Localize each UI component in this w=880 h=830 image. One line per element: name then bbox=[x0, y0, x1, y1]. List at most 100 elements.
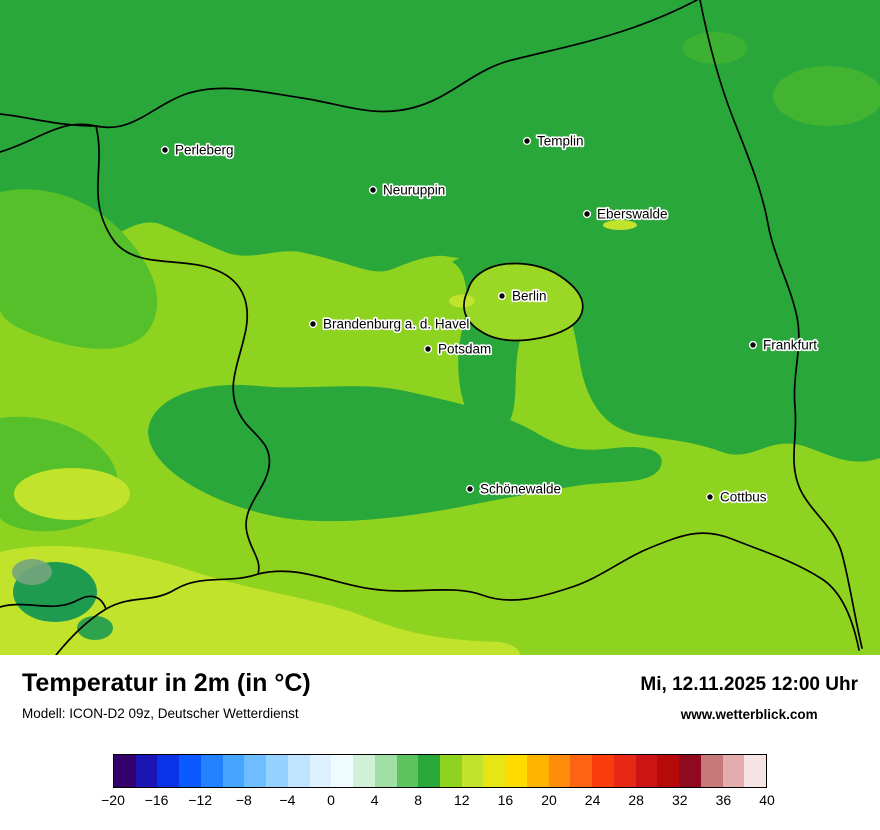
temp-patch-topright-1 bbox=[773, 66, 880, 126]
city-marker-dot bbox=[705, 492, 715, 502]
city-markers: Perleberg Templin Neuruppin Eberswalde Berli… bbox=[160, 132, 819, 506]
legend-segment bbox=[461, 755, 484, 787]
legend-tick-label: 32 bbox=[672, 792, 688, 808]
legend-segment bbox=[396, 755, 419, 787]
legend-tick-label: 16 bbox=[497, 792, 514, 808]
legend-segment bbox=[418, 755, 441, 787]
legend-bar bbox=[113, 754, 767, 788]
border-east-oder bbox=[699, 0, 863, 649]
legend-segment bbox=[266, 755, 288, 787]
temp-region-north bbox=[0, 0, 880, 462]
city-label: Neuruppin bbox=[383, 183, 445, 198]
city-label: Frankfurt bbox=[763, 338, 817, 353]
legend-segment bbox=[744, 755, 767, 787]
city-marker-dot bbox=[465, 484, 475, 494]
legend-tick-label: 28 bbox=[628, 792, 644, 808]
legend-segment bbox=[700, 755, 723, 787]
footer-right: Mi, 12.11.2025 12:00 Uhr www.wetterblick… bbox=[640, 674, 858, 722]
temp-patch-berlin-warm bbox=[449, 294, 475, 308]
border-south bbox=[257, 532, 860, 651]
legend-segment bbox=[222, 755, 245, 787]
temp-patch-topright-2 bbox=[683, 32, 747, 64]
legend-tick-label: 4 bbox=[370, 792, 379, 808]
legend-segment bbox=[331, 755, 354, 787]
legend-tick-label: −16 bbox=[144, 792, 169, 808]
legend-segment bbox=[157, 755, 180, 787]
legend-tick-label: 24 bbox=[584, 792, 601, 808]
border-southwest-a bbox=[55, 573, 259, 655]
temp-patch-gray bbox=[12, 559, 52, 585]
border-top-left-spur bbox=[0, 113, 97, 127]
legend-segment bbox=[244, 755, 267, 787]
city-marker-dot bbox=[748, 340, 758, 350]
city-label: Cottbus bbox=[720, 490, 767, 505]
temp-region-berlin bbox=[463, 263, 583, 341]
legend-segment bbox=[135, 755, 158, 787]
legend-segment bbox=[526, 755, 549, 787]
city-label: Perleberg bbox=[175, 143, 234, 158]
city-marker-dot bbox=[160, 145, 170, 155]
website-url: www.wetterblick.com bbox=[680, 707, 818, 722]
temperature-map: Perleberg Templin Neuruppin Eberswalde Berli… bbox=[0, 0, 880, 655]
city-label: Brandenburg a. d. Havel bbox=[323, 317, 469, 332]
legend-segment bbox=[353, 755, 375, 787]
city-label: Templin bbox=[537, 134, 584, 149]
legend-tick-label: −20 bbox=[101, 792, 125, 808]
city-marker-dot bbox=[368, 185, 378, 195]
map-area: Perleberg Templin Neuruppin Eberswalde Berli… bbox=[0, 0, 880, 655]
legend-segment bbox=[657, 755, 680, 787]
legend-tick-label: 0 bbox=[327, 792, 335, 808]
legend-segment bbox=[722, 755, 745, 787]
legend-segment bbox=[635, 755, 658, 787]
legend-segment bbox=[505, 755, 527, 787]
legend-segment bbox=[200, 755, 223, 787]
legend-segment bbox=[679, 755, 701, 787]
border-southwest-b bbox=[0, 595, 107, 610]
legend-tick-label: −12 bbox=[188, 792, 213, 808]
temp-patch-west-1 bbox=[0, 189, 158, 349]
state-borders bbox=[0, 0, 863, 655]
legend-segment bbox=[114, 755, 136, 787]
legend-segment bbox=[440, 755, 462, 787]
city-marker-dot bbox=[308, 319, 318, 329]
city-marker-dot bbox=[497, 291, 507, 301]
border-northwest bbox=[0, 0, 698, 153]
city-marker-dot bbox=[582, 209, 592, 219]
temp-patch-bright-1 bbox=[0, 545, 520, 655]
forecast-datetime: Mi, 12.11.2025 12:00 Uhr bbox=[640, 674, 858, 695]
legend-segment bbox=[287, 755, 310, 787]
page-title: Temperatur in 2m (in °C) bbox=[22, 669, 311, 697]
legend-ticks: −20 −16 −12 −8 −4 0 4 8 12 16 20 24 28 32 36 40 bbox=[101, 792, 775, 812]
legend-tick-label: −4 bbox=[279, 792, 296, 808]
temp-patch-teal-2 bbox=[77, 616, 113, 640]
legend-segment bbox=[483, 755, 506, 787]
legend-segment bbox=[613, 755, 636, 787]
legend-tick-label: 20 bbox=[541, 792, 557, 808]
footer-left: Temperatur in 2m (in °C) Modell: ICON-D2… bbox=[22, 669, 311, 721]
temp-patch-eberswalde-warm bbox=[603, 220, 637, 230]
legend-tick-label: 36 bbox=[715, 792, 732, 808]
temperature-legend: −20 −16 −12 −8 −4 0 4 8 12 16 20 24 28 32 36 40 bbox=[101, 754, 775, 812]
legend-tick-label: 12 bbox=[454, 792, 470, 808]
temp-region-south bbox=[148, 384, 662, 522]
legend-segment bbox=[374, 755, 397, 787]
border-west bbox=[95, 125, 271, 575]
temp-patch-bright-2 bbox=[14, 468, 130, 520]
city-label: Berlin bbox=[512, 289, 547, 304]
city-marker-dot bbox=[423, 344, 433, 354]
legend-tick-label: 8 bbox=[414, 792, 423, 808]
legend-segment bbox=[179, 755, 201, 787]
footer: Temperatur in 2m (in °C) Modell: ICON-D2… bbox=[0, 655, 880, 830]
legend-tick-label: 40 bbox=[759, 792, 775, 808]
legend-segment bbox=[309, 755, 332, 787]
legend-segment bbox=[548, 755, 571, 787]
legend-segment bbox=[592, 755, 614, 787]
model-info: Modell: ICON-D2 09z, Deutscher Wetterdie… bbox=[22, 705, 299, 721]
city-label: Potsdam bbox=[438, 342, 491, 357]
city-label: Schönewalde bbox=[480, 482, 561, 497]
legend-tick-label: −8 bbox=[235, 792, 252, 808]
border-berlin bbox=[463, 262, 584, 342]
city-marker-dot bbox=[522, 136, 532, 146]
city-label: Eberswalde bbox=[597, 207, 668, 222]
